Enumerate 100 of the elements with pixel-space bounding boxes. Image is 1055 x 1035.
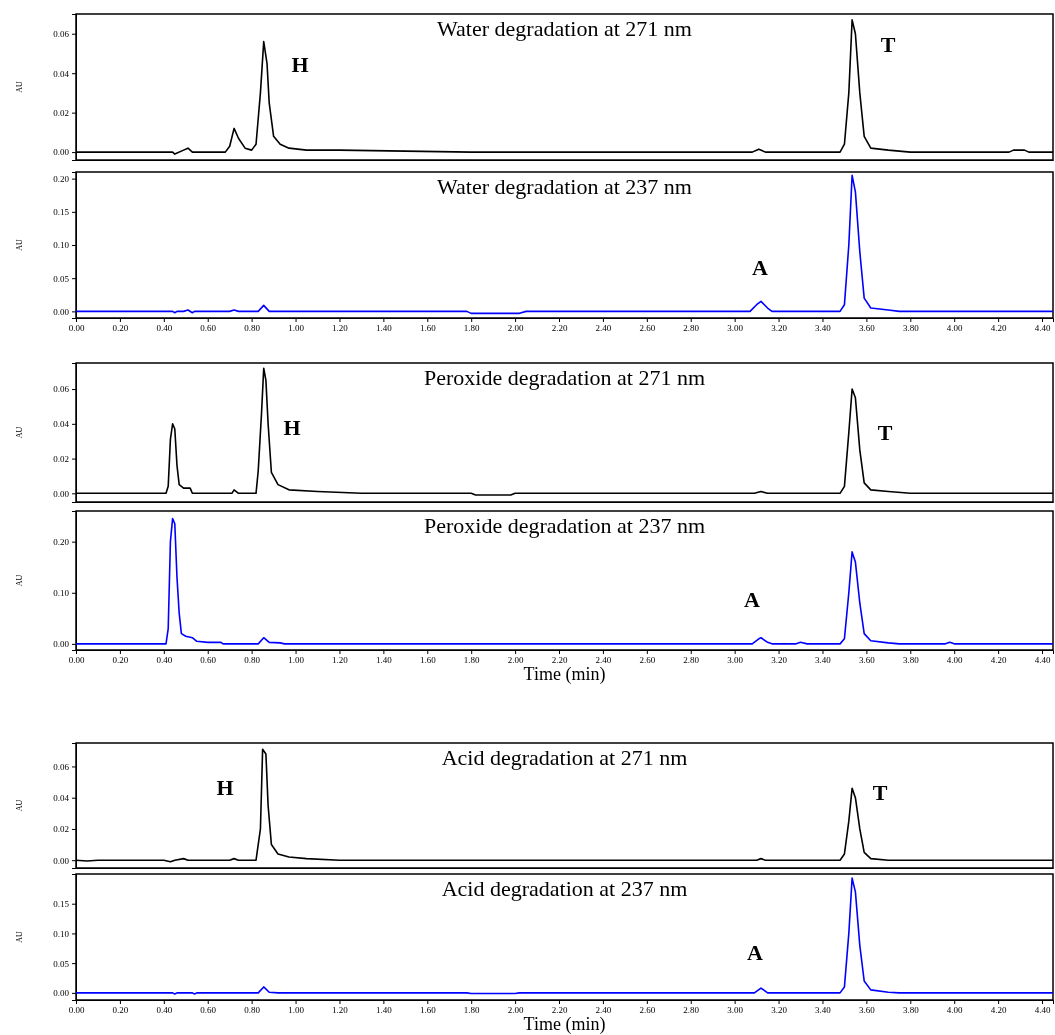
x-tick-label: 0.40: [156, 655, 173, 666]
x-tick-label: 1.40: [376, 655, 393, 666]
annotation: A: [752, 255, 769, 281]
x-tick-label: 0.80: [244, 655, 261, 666]
line-series: [76, 877, 1053, 995]
x-tick-label: 3.20: [771, 323, 788, 334]
x-tick-label: 1.80: [463, 323, 481, 334]
y-axis-title: AU: [15, 799, 24, 812]
x-tick-label: 2.40: [595, 323, 612, 334]
y-tick-label: 0.15: [53, 207, 70, 218]
y-tick-label: 0.05: [53, 958, 70, 969]
y-tick-label: 0.02: [53, 453, 69, 464]
x-tick-label: 4.20: [990, 655, 1007, 666]
x-tick-label: 1.40: [376, 1005, 393, 1016]
x-tick-label: 3.40: [815, 1005, 832, 1016]
x-tick-label: 4.00: [946, 323, 964, 334]
x-tick-label: 1.20: [332, 323, 349, 334]
x-tick-label: 1.60: [419, 1005, 437, 1016]
x-tick-label: 0.20: [112, 323, 129, 334]
annotation: A: [744, 587, 761, 613]
y-tick-label: 0.10: [53, 928, 70, 939]
x-tick-label: 2.00: [507, 1005, 524, 1016]
x-tick-label: 0.60: [200, 323, 217, 334]
x-tick-label: 0.80: [244, 323, 261, 334]
x-tick-label: 3.60: [859, 655, 876, 666]
y-axis-title: AU: [15, 239, 24, 251]
y-tick-label: 0.02: [53, 824, 69, 835]
x-tick-label: 4.40: [1034, 323, 1051, 334]
y-tick-label: 0.04: [53, 419, 70, 430]
x-tick-label: 3.20: [771, 655, 788, 666]
chart-title: Acid degradation at 237 nm: [441, 876, 688, 901]
y-tick-label: 0.00: [53, 306, 70, 317]
x-tick-label: 2.60: [639, 655, 656, 666]
x-tick-label: 3.80: [902, 1005, 920, 1016]
y-tick-label: 0.06: [53, 384, 70, 395]
annotation: H: [283, 415, 301, 441]
x-tick-label: 1.20: [332, 655, 349, 666]
chart-title: Peroxide degradation at 237 nm: [423, 513, 706, 538]
x-tick-label: 2.20: [551, 1005, 568, 1016]
x-tick-label: 4.00: [946, 655, 964, 666]
y-tick-label: 0.02: [53, 108, 69, 119]
y-tick-label: 0.20: [53, 174, 70, 185]
annotation: T: [880, 32, 896, 58]
x-tick-label: 2.40: [595, 655, 612, 666]
annotation: T: [877, 420, 893, 446]
x-tick-label: 3.80: [902, 655, 920, 666]
x-tick-label: 0.60: [200, 655, 217, 666]
y-tick-label: 0.06: [53, 761, 70, 772]
y-tick-label: 0.15: [53, 899, 70, 910]
y-tick-label: 0.04: [53, 793, 70, 804]
x-tick-label: 4.20: [990, 1005, 1007, 1016]
y-tick-label: 0.00: [53, 988, 70, 999]
x-tick-label: 4.00: [946, 1005, 964, 1016]
x-tick-label: 0.60: [200, 1005, 217, 1016]
line-series: [76, 517, 1053, 645]
x-tick-label: 1.60: [419, 323, 437, 334]
x-tick-label: 1.00: [288, 1005, 305, 1016]
chart-title: Acid degradation at 271 nm: [441, 745, 688, 770]
annotation: H: [291, 52, 309, 78]
x-tick-label: 1.80: [463, 1005, 481, 1016]
y-tick-label: 0.05: [53, 273, 70, 284]
chart-title: Peroxide degradation at 271 nm: [423, 365, 706, 390]
y-tick-label: 0.00: [53, 855, 70, 866]
x-tick-label: 1.00: [288, 323, 305, 334]
annotation: T: [872, 780, 888, 806]
x-tick-label: 3.60: [859, 323, 876, 334]
chart-title: Water degradation at 237 nm: [437, 174, 692, 199]
x-tick-label: 3.20: [771, 1005, 788, 1016]
y-tick-label: 0.10: [53, 240, 70, 251]
y-tick-label: 0.00: [53, 147, 70, 158]
x-tick-label: 3.00: [727, 323, 744, 334]
x-tick-label: 3.40: [815, 323, 832, 334]
x-tick-label: 4.40: [1034, 655, 1051, 666]
x-tick-label: 0.00: [68, 323, 85, 334]
x-tick-label: 3.60: [859, 1005, 876, 1016]
x-tick-label: 2.00: [507, 655, 524, 666]
x-tick-label: 3.40: [815, 655, 832, 666]
y-tick-label: 0.20: [53, 537, 70, 548]
x-axis-title: Time (min): [523, 1014, 606, 1035]
x-tick-label: 1.20: [332, 1005, 349, 1016]
x-tick-label: 2.20: [551, 323, 568, 334]
x-tick-label: 3.00: [727, 655, 744, 666]
x-tick-label: 2.80: [683, 1005, 700, 1016]
line-series: [76, 174, 1053, 315]
x-tick-label: 0.40: [156, 1005, 173, 1016]
x-tick-label: 0.80: [244, 1005, 261, 1016]
x-tick-label: 2.00: [507, 323, 524, 334]
x-tick-label: 2.80: [683, 655, 700, 666]
y-tick-label: 0.04: [53, 68, 70, 79]
y-axis-title: AU: [15, 574, 24, 587]
x-tick-label: 4.20: [990, 323, 1007, 334]
x-tick-label: 2.80: [683, 323, 700, 334]
x-tick-label: 1.60: [419, 655, 437, 666]
y-tick-label: 0.00: [53, 639, 70, 650]
y-axis-title: AU: [15, 81, 24, 93]
x-tick-label: 0.00: [68, 1005, 85, 1016]
x-tick-label: 2.60: [639, 323, 656, 334]
y-tick-label: 0.00: [53, 488, 70, 499]
x-tick-label: 1.40: [376, 323, 393, 334]
annotation: H: [216, 775, 234, 801]
